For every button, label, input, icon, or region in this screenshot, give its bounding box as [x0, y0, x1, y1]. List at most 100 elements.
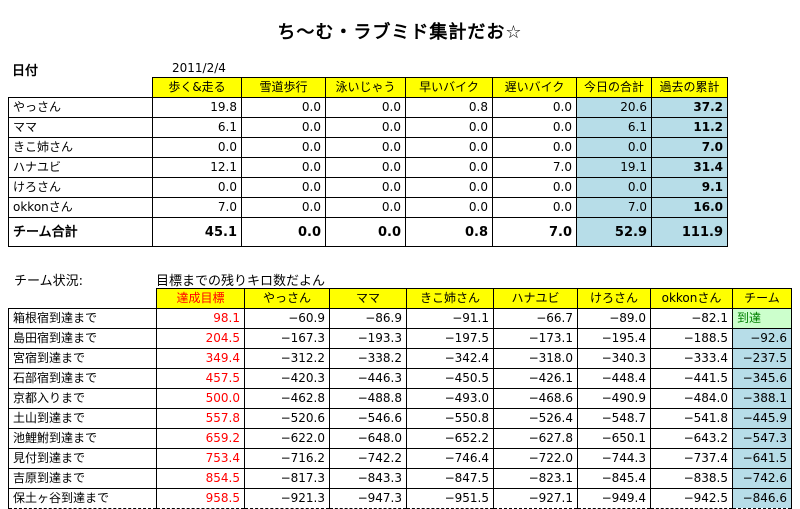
column-header: 早いバイク	[405, 77, 493, 98]
value-cell: 7.0	[576, 197, 652, 218]
value-cell: 0.0	[325, 157, 406, 178]
value-cell: −548.7	[577, 408, 651, 429]
column-header: きこ姉さん	[406, 288, 494, 309]
value-cell: −737.4	[650, 448, 733, 469]
value-cell: −193.3	[329, 328, 407, 349]
value-cell: −388.1	[732, 388, 792, 409]
value-cell: −66.7	[493, 308, 578, 329]
member-name: okkonさん	[8, 197, 153, 218]
team-total-label: チーム合計	[8, 217, 153, 247]
value-cell: −420.3	[244, 368, 330, 389]
value-cell: −340.3	[577, 348, 651, 369]
value-cell: 6.1	[152, 117, 242, 138]
member-name: ハナユビ	[8, 157, 153, 178]
table-row: 宮宿到達まで 349.4 −312.2 −338.2 −342.4 −318.0 −340.…	[8, 348, 792, 369]
value-cell: −60.9	[244, 308, 330, 329]
goal-progress-table: 達成目標 やっさん ママ きこ姉さん ハナユビ けろさん okkonさん チーム 箱根宿到達まで…	[8, 288, 792, 509]
page-title: ち～む・ラブミド集計だお☆	[277, 22, 523, 43]
value-cell: 0.8	[405, 97, 493, 118]
value-cell: −716.2	[244, 448, 330, 469]
member-name: きこ姉さん	[8, 137, 153, 158]
header-blank-cell	[8, 288, 157, 309]
table-row: 池鯉鮒到達まで 659.2 −622.0 −648.0 −652.2 −627.8 −650…	[8, 428, 792, 449]
value-cell: 0.0	[325, 137, 406, 158]
value-cell: 98.1	[156, 308, 245, 329]
value-cell: 20.6	[576, 97, 652, 118]
column-header: やっさん	[244, 288, 330, 309]
table-row: 京都入りまで 500.0 −462.8 −488.8 −493.0 −468.6 −490.…	[8, 388, 792, 409]
value-cell: 0.0	[325, 97, 406, 118]
value-cell: −817.3	[244, 468, 330, 489]
value-cell: 659.2	[156, 428, 245, 449]
table-row: 吉原到達まで 854.5 −817.3 −843.3 −847.5 −823.1 −845.…	[8, 468, 792, 489]
value-cell: 0.0	[492, 197, 577, 218]
value-cell: −744.3	[577, 448, 651, 469]
total-cell: 0.0	[325, 217, 406, 247]
team-total-row: チーム合計 45.1 0.0 0.0 0.8 7.0 52.9 111.9	[8, 217, 728, 247]
value-cell: −643.2	[650, 428, 733, 449]
value-cell: −526.4	[493, 408, 578, 429]
value-cell: 0.0	[492, 137, 577, 158]
table-row: 石部宿到達まで 457.5 −420.3 −446.3 −450.5 −426.1 −448…	[8, 368, 792, 389]
value-cell: 0.0	[492, 177, 577, 198]
column-header: チーム	[732, 288, 792, 309]
value-cell: −546.6	[329, 408, 407, 429]
value-cell: −468.6	[493, 388, 578, 409]
value-cell: 0.0	[405, 117, 493, 138]
daily-summary-table: 歩く&走る 雪道歩行 泳いじゃう 早いバイク 遅いバイク 今日の合計 過去の累計 やっさん 19…	[8, 77, 728, 247]
value-cell: 854.5	[156, 468, 245, 489]
value-cell: −318.0	[493, 348, 578, 369]
value-cell: 0.0	[241, 97, 326, 118]
value-cell: −237.5	[732, 348, 792, 369]
value-cell: −650.1	[577, 428, 651, 449]
value-cell: 19.8	[152, 97, 242, 118]
value-cell: 753.4	[156, 448, 245, 469]
value-cell: −845.4	[577, 468, 651, 489]
value-cell: 到達	[732, 308, 792, 329]
value-cell: 0.0	[152, 177, 242, 198]
value-cell: −838.5	[650, 468, 733, 489]
value-cell: 0.0	[576, 137, 652, 158]
value-cell: −312.2	[244, 348, 330, 369]
value-cell: −333.4	[650, 348, 733, 369]
value-cell: −641.5	[732, 448, 792, 469]
value-cell: 0.0	[492, 97, 577, 118]
value-cell: −448.4	[577, 368, 651, 389]
value-cell: −441.5	[650, 368, 733, 389]
table-row: きこ姉さん 0.0 0.0 0.0 0.0 0.0 0.0 7.0	[8, 137, 728, 158]
value-cell: 0.0	[241, 177, 326, 198]
goal-name: 宮宿到達まで	[8, 348, 157, 369]
value-cell: −188.5	[650, 328, 733, 349]
header-blank-cell	[8, 77, 153, 98]
value-cell: 0.0	[325, 177, 406, 198]
column-header: 雪道歩行	[241, 77, 326, 98]
value-cell: 19.1	[576, 157, 652, 178]
value-cell: −82.1	[650, 308, 733, 329]
value-cell: 37.2	[651, 97, 728, 118]
column-header: okkonさん	[650, 288, 733, 309]
value-cell: −942.5	[650, 488, 733, 509]
value-cell: −746.4	[406, 448, 494, 469]
value-cell: 0.0	[492, 117, 577, 138]
value-cell: −91.1	[406, 308, 494, 329]
value-cell: −86.9	[329, 308, 407, 329]
value-cell: −345.6	[732, 368, 792, 389]
value-cell: −462.8	[244, 388, 330, 409]
value-cell: −197.5	[406, 328, 494, 349]
goal-name: 箱根宿到達まで	[8, 308, 157, 329]
total-cell: 111.9	[651, 217, 728, 247]
value-cell: −846.6	[732, 488, 792, 509]
value-cell: −627.8	[493, 428, 578, 449]
table-row: 見付到達まで 753.4 −716.2 −742.2 −746.4 −722.0 −744.…	[8, 448, 792, 469]
member-name: けろさん	[8, 177, 153, 198]
value-cell: −541.8	[650, 408, 733, 429]
value-cell: −947.3	[329, 488, 407, 509]
value-cell: −445.9	[732, 408, 792, 429]
value-cell: 0.0	[241, 137, 326, 158]
value-cell: 0.0	[325, 117, 406, 138]
goal-name: 保土ヶ谷到達まで	[8, 488, 157, 509]
total-cell: 52.9	[576, 217, 652, 247]
value-cell: −949.4	[577, 488, 651, 509]
value-cell: −173.1	[493, 328, 578, 349]
value-cell: 16.0	[651, 197, 728, 218]
